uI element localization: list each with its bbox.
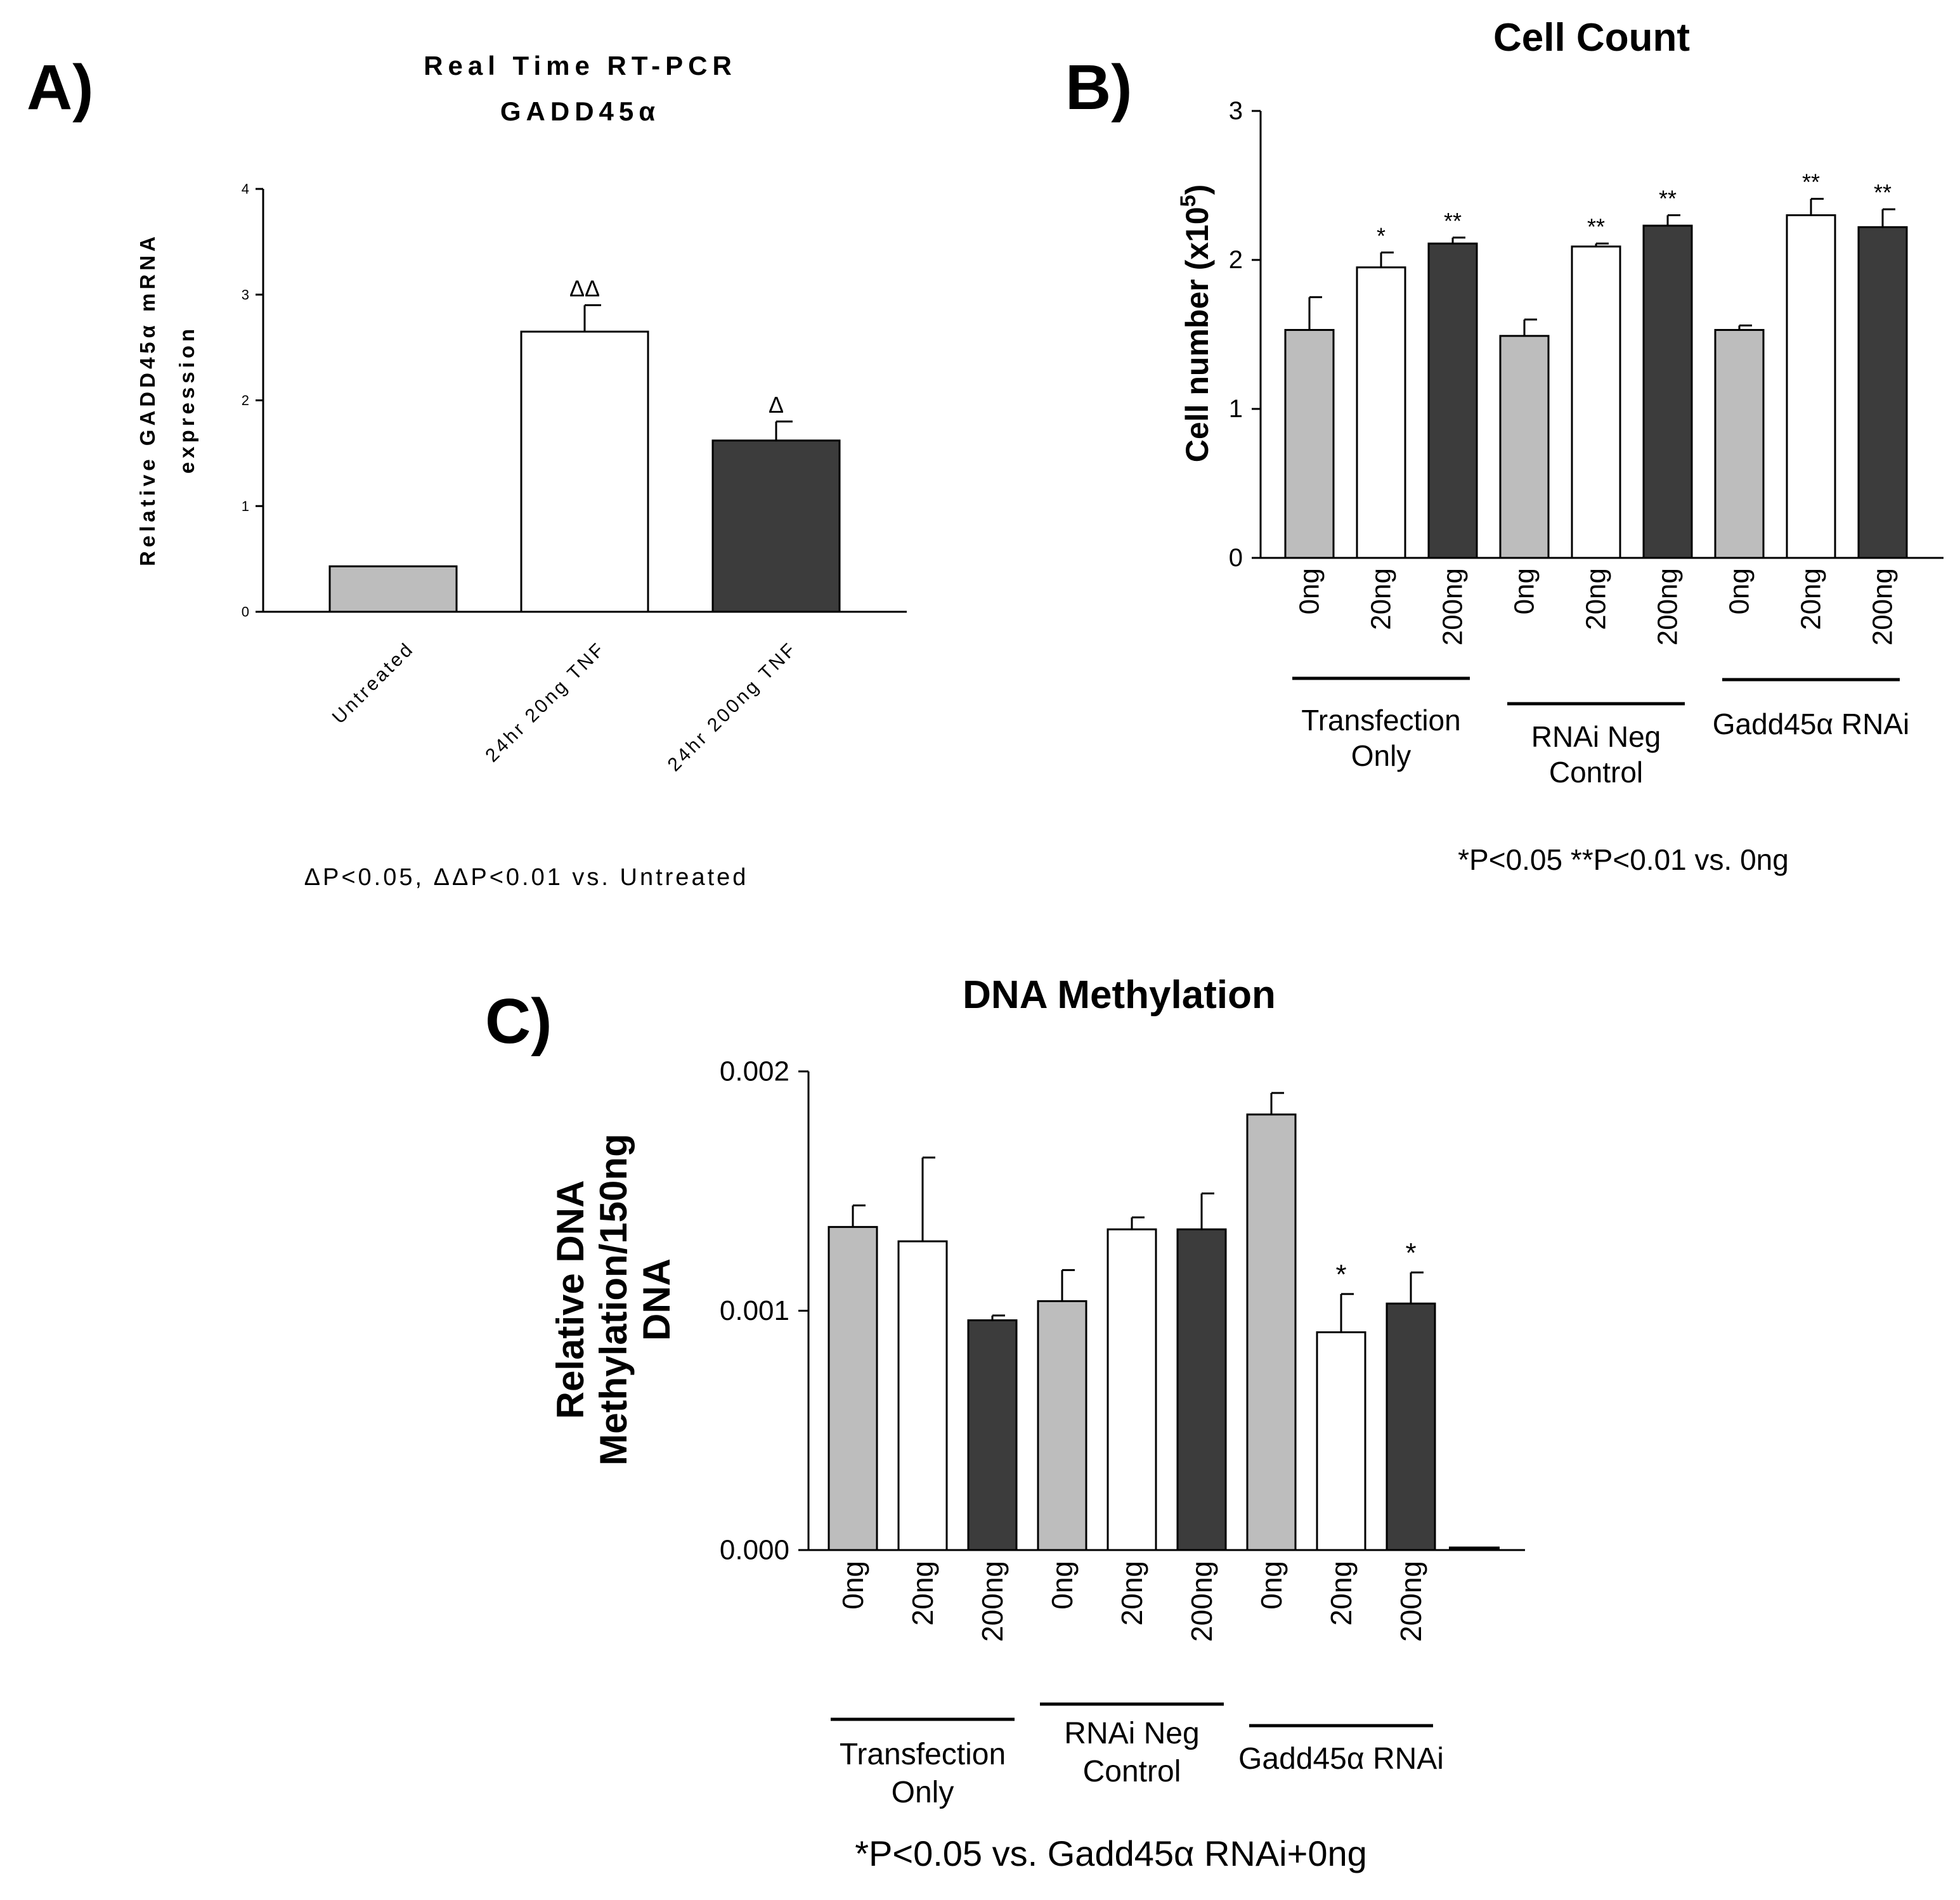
panel-b-bar-6 [1714, 328, 1765, 559]
panel-b-group-label-0-line-0: Transfection [1301, 704, 1460, 737]
panel-b-bar-7 [1786, 214, 1836, 559]
panel-c-category-label-2: 200ng [976, 1561, 1009, 1642]
panel-b-category-label-0: 0ng [1294, 568, 1325, 614]
panel-b-y-axis-label-text: Cell number (x10 [1179, 207, 1215, 462]
panel-b-category-label-3: 0ng [1509, 568, 1540, 614]
panel-c-title: DNA Methylation [963, 973, 1276, 1017]
panel-b-category-label-8: 200ng [1867, 568, 1898, 645]
panel-b-category-label-7: 20ng [1796, 568, 1827, 630]
panel-c-bar-2 [967, 1319, 1018, 1551]
panel-a-title-line-1: Real Time RT-PCR [424, 51, 737, 81]
panel-a-significance-marker-2: Δ [769, 392, 784, 418]
panel-c-bar-4 [1107, 1228, 1157, 1551]
panel-c-bar-1 [897, 1240, 948, 1551]
panel-c-group-label-1-line-0: RNAi Neg [1064, 1717, 1199, 1750]
panel-c-group-label-1-line-1: Control [1083, 1755, 1181, 1788]
panel-c-category-label-1: 20ng [906, 1561, 939, 1625]
panel-c-y-axis-label-line-3: DNA [635, 1258, 678, 1341]
panel-b-significance-marker-8: ** [1874, 179, 1892, 205]
panel-b-significance-marker-5: ** [1659, 186, 1677, 212]
panel-a-significance-note: ΔP<0.05, ΔΔP<0.01 vs. Untreated [304, 864, 749, 891]
panel-a-chart: A) Real Time RT-PCR GADD45α Relative GAD… [27, 51, 907, 891]
panel-c-category-label-8: 200ng [1394, 1561, 1427, 1642]
panel-b-y-tick-label-1: 1 [1229, 395, 1243, 423]
panel-b-significance-marker-2: ** [1444, 208, 1462, 234]
panel-c-significance-marker-8: * [1405, 1238, 1416, 1269]
panel-a-y-axis-label-line-2: expression [175, 325, 198, 474]
panel-c-group-label-0-line-1: Only [892, 1776, 954, 1809]
panel-b-group-label-2-line-0: Gadd45α RNAi [1713, 708, 1909, 740]
panel-c-bar-3 [1037, 1300, 1087, 1551]
panel-c-chart: C) DNA Methylation Relative DNA Methylat… [485, 973, 1525, 1873]
panel-b-group-label-1-line-0: RNAi Neg [1531, 720, 1661, 753]
panel-c-category-label-4: 20ng [1115, 1561, 1148, 1625]
panel-b-y-tick-label-0: 0 [1229, 544, 1243, 572]
panel-c-y-axis-label-line-2: Methylation/150ng [592, 1134, 635, 1465]
panel-b-y-axis-label-exponent: 5 [1176, 195, 1200, 207]
panel-c-y-axis-label-line-1: Relative DNA [549, 1180, 592, 1419]
panel-c-letter: C) [485, 986, 552, 1057]
panel-b-bar-3 [1499, 335, 1550, 559]
panel-b-bar-5 [1642, 224, 1693, 559]
panel-c-group-label-0-line-0: Transfection [840, 1738, 1006, 1771]
panel-c-category-label-5: 200ng [1185, 1561, 1218, 1642]
panel-c-significance-note: *P<0.05 vs. Gadd45α RNAi+0ng [855, 1833, 1367, 1873]
panel-a-title-line-2: GADD45α [500, 96, 660, 126]
panel-b-y-axis-label: Cell number (x105) [1176, 184, 1215, 462]
panel-a-y-tick-label-2: 2 [242, 392, 249, 408]
panel-b-title: Cell Count [1493, 16, 1690, 60]
panel-b-bar-0 [1284, 328, 1335, 559]
panel-a-letter: A) [27, 52, 94, 123]
panel-b-bar-1 [1356, 266, 1406, 559]
panel-b-significance-marker-4: ** [1587, 214, 1605, 240]
panel-c-bar-8 [1386, 1302, 1436, 1551]
panel-b-group-label-0-line-1: Only [1351, 739, 1412, 772]
panel-a-significance-marker-1: ΔΔ [569, 275, 600, 301]
panel-a-y-tick-label-1: 1 [242, 498, 249, 514]
panel-c-bar-6 [1246, 1113, 1297, 1551]
panel-c-category-label-3: 0ng [1046, 1561, 1079, 1610]
panel-c-bar-0 [827, 1225, 878, 1551]
panel-b-letter: B) [1065, 52, 1133, 123]
panel-b-y-tick-label-3: 3 [1229, 97, 1243, 125]
panel-c-bar-7 [1316, 1331, 1366, 1551]
panel-c-significance-marker-7: * [1335, 1259, 1346, 1290]
panel-b-significance-marker-7: ** [1802, 169, 1820, 195]
panel-b-y-tick-label-2: 2 [1229, 246, 1243, 274]
panel-b-group-label-1-line-1: Control [1549, 756, 1643, 789]
panel-b-y-axis-label-close: ) [1179, 184, 1215, 195]
panel-a-y-axis-label-line-1: Relative GADD45α mRNA [136, 233, 159, 566]
panel-a-y-tick-label-4: 4 [242, 181, 249, 197]
panel-b-category-label-6: 0ng [1724, 568, 1755, 614]
panel-b-bar-2 [1427, 242, 1478, 559]
panel-c-y-tick-label-0: 0.000 [720, 1535, 789, 1566]
panel-b-significance-note: *P<0.05 **P<0.01 vs. 0ng [1458, 843, 1789, 876]
panel-a-bar-0 [328, 565, 458, 613]
panel-c-category-label-0: 0ng [836, 1561, 869, 1610]
panel-a-bar-1 [520, 330, 649, 613]
panel-c-bar-5 [1176, 1228, 1227, 1551]
panel-b-bar-8 [1857, 226, 1908, 559]
panel-c-group-label-2-line-0: Gadd45α RNAi [1238, 1742, 1444, 1776]
panel-c-category-label-6: 0ng [1255, 1561, 1288, 1610]
panel-b-bar-4 [1571, 245, 1621, 559]
panel-b-category-label-4: 20ng [1581, 568, 1612, 630]
panel-c-y-tick-label-1: 0.001 [720, 1295, 789, 1326]
panel-a-y-tick-label-0: 0 [242, 604, 249, 620]
panel-b-category-label-2: 200ng [1438, 568, 1469, 645]
panel-b-significance-marker-1: * [1377, 223, 1386, 249]
panel-a-bar-2 [711, 439, 841, 613]
panel-c-category-label-7: 20ng [1325, 1561, 1358, 1625]
panel-c-y-tick-label-2: 0.002 [720, 1056, 789, 1087]
panel-a-y-tick-label-3: 3 [242, 287, 249, 302]
panel-b-category-label-1: 20ng [1366, 568, 1397, 630]
panel-b-category-label-5: 200ng [1652, 568, 1684, 645]
